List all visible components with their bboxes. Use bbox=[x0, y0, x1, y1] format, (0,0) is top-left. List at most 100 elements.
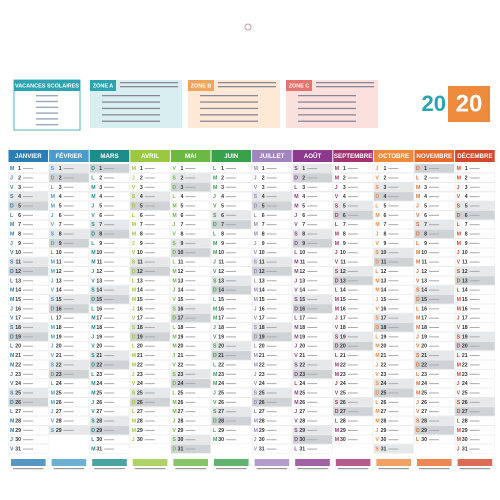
weekday: M bbox=[91, 325, 95, 331]
day-number: 9 bbox=[262, 241, 265, 247]
saint-line bbox=[307, 168, 318, 170]
day-number: 10 bbox=[421, 250, 427, 256]
saint-line bbox=[429, 327, 439, 329]
month-name: AVRIL bbox=[141, 153, 159, 160]
saint-line bbox=[429, 289, 439, 291]
saint-line bbox=[266, 280, 277, 282]
weekday: M bbox=[416, 185, 420, 191]
weekday: V bbox=[335, 325, 339, 331]
day-number: 16 bbox=[218, 306, 224, 312]
weekday: M bbox=[335, 232, 339, 238]
footer-box bbox=[417, 459, 452, 466]
day-number: 6 bbox=[181, 213, 184, 219]
weekday: V bbox=[294, 288, 298, 294]
day-number: 1 bbox=[181, 166, 184, 172]
day-number: 5 bbox=[18, 203, 21, 209]
weekday: V bbox=[375, 306, 379, 312]
weekday: L bbox=[416, 175, 420, 181]
saint-line bbox=[226, 214, 236, 216]
saint-line bbox=[185, 429, 196, 431]
footer-box bbox=[254, 459, 290, 466]
day-number: 13 bbox=[56, 278, 62, 284]
saint-line bbox=[388, 186, 399, 188]
weekday: M bbox=[51, 194, 55, 200]
saint-line bbox=[388, 336, 399, 338]
day-number: 2 bbox=[424, 175, 427, 181]
day-number: 27 bbox=[137, 409, 143, 415]
weekday: L bbox=[213, 362, 217, 368]
zone-label: ZONE A bbox=[93, 83, 114, 89]
day-number: 5 bbox=[59, 203, 62, 209]
saint-line bbox=[307, 308, 318, 310]
saint-line bbox=[266, 224, 277, 226]
zone-label-bg bbox=[90, 80, 116, 91]
weekday: S bbox=[132, 325, 136, 331]
weekday: D bbox=[375, 194, 379, 200]
text-line bbox=[316, 82, 374, 84]
day-number: 11 bbox=[462, 260, 468, 266]
day-number: 23 bbox=[299, 372, 305, 378]
saint-line bbox=[185, 205, 196, 207]
weekday: D bbox=[213, 419, 217, 425]
weekday: J bbox=[91, 269, 94, 275]
day-number: 5 bbox=[262, 203, 265, 209]
weekday: M bbox=[254, 288, 258, 294]
day-number: 21 bbox=[178, 353, 184, 359]
saint-line bbox=[388, 317, 399, 319]
weekday: L bbox=[213, 166, 217, 172]
weekday: M bbox=[254, 428, 258, 434]
weekday: J bbox=[10, 241, 13, 247]
day-number: 28 bbox=[340, 419, 346, 425]
saint-line bbox=[23, 224, 33, 226]
weekday: V bbox=[457, 325, 461, 331]
saint-line bbox=[347, 261, 358, 263]
day-number: 11 bbox=[56, 260, 62, 266]
weekday: S bbox=[10, 260, 14, 266]
weekday: M bbox=[335, 372, 339, 378]
saint-line bbox=[63, 308, 74, 310]
day-number: 27 bbox=[259, 409, 265, 415]
day-number: 3 bbox=[59, 185, 62, 191]
saint-line bbox=[185, 364, 196, 366]
day-number: 19 bbox=[178, 334, 184, 340]
day-number: 28 bbox=[421, 419, 427, 425]
saint-line bbox=[226, 289, 236, 291]
footer-box bbox=[173, 459, 208, 466]
saint-line bbox=[23, 383, 33, 385]
saint-line bbox=[63, 327, 74, 329]
weekday: M bbox=[335, 175, 339, 181]
text-line bbox=[102, 107, 160, 110]
weekday: D bbox=[335, 213, 339, 219]
weekday: L bbox=[457, 353, 461, 359]
weekday: M bbox=[416, 260, 420, 266]
day-number: 18 bbox=[15, 325, 21, 331]
saint-line bbox=[23, 298, 33, 300]
weekday: D bbox=[213, 288, 217, 294]
weekday: J bbox=[132, 175, 135, 181]
weekday: M bbox=[10, 419, 14, 425]
weekday: L bbox=[172, 260, 176, 266]
weekday: M bbox=[294, 390, 298, 396]
day-number: 28 bbox=[381, 419, 387, 425]
weekday: L bbox=[213, 232, 217, 238]
text-line bbox=[36, 112, 58, 114]
day-number: 19 bbox=[96, 334, 102, 340]
weekday: V bbox=[416, 278, 420, 284]
day-number: 7 bbox=[99, 222, 102, 228]
weekday: S bbox=[294, 232, 298, 238]
weekday: D bbox=[416, 232, 420, 238]
day-number: 22 bbox=[462, 362, 468, 368]
box-title: VACANCES SCOLAIRES bbox=[15, 83, 79, 89]
weekday: L bbox=[294, 447, 298, 453]
day-number: 20 bbox=[56, 344, 62, 350]
saint-line bbox=[307, 411, 318, 413]
saint-line bbox=[23, 439, 33, 441]
weekday: M bbox=[91, 194, 95, 200]
day-number: 30 bbox=[299, 437, 305, 443]
day-number: 16 bbox=[259, 306, 265, 312]
saint-line bbox=[104, 364, 115, 366]
weekday: J bbox=[294, 344, 297, 350]
day-number: 4 bbox=[99, 194, 102, 200]
saint-line bbox=[266, 439, 277, 441]
